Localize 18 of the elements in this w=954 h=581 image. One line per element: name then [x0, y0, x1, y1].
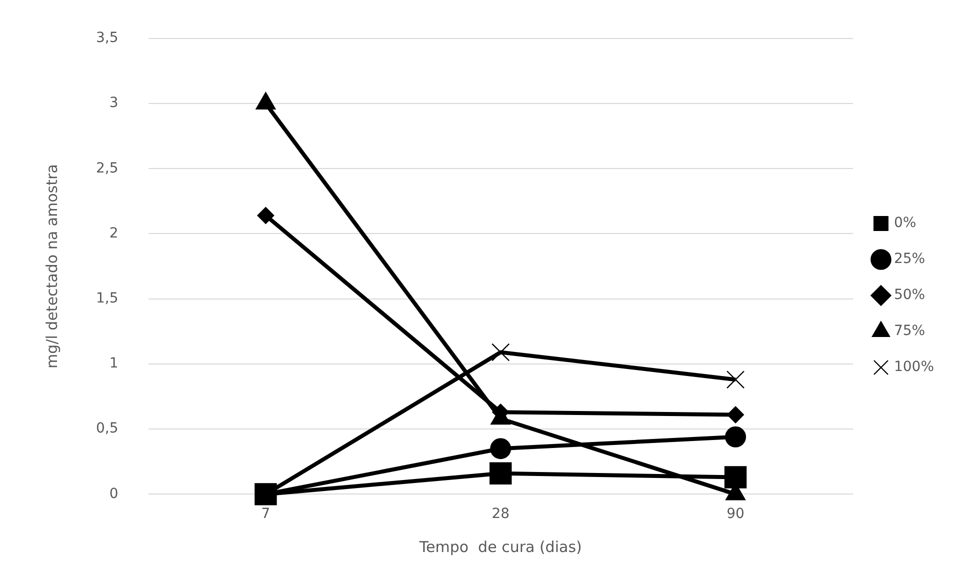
legend-label: 50% — [894, 287, 926, 304]
legend-label: 0% — [894, 215, 916, 232]
legend-label: 75% — [894, 323, 926, 340]
y-tick-label: 3 — [109, 95, 118, 112]
legend-label: 100% — [894, 359, 934, 376]
y-tick-label: 0,5 — [96, 420, 118, 437]
y-tick-label: 2 — [109, 225, 118, 242]
y-axis-title: mg/l detectado na amostra — [42, 164, 61, 368]
x-tick-label: 7 — [261, 506, 270, 522]
x-tick-label: 90 — [726, 506, 744, 522]
x-tick-label: 28 — [492, 506, 510, 522]
y-tick-label: 2,5 — [96, 160, 118, 176]
y-tick-label: 1,5 — [96, 290, 118, 306]
x-axis-title: Tempo de cura (dias) — [418, 538, 582, 556]
y-tick-label: 1 — [109, 356, 118, 372]
y-tick-label: 3,5 — [96, 30, 118, 46]
legend-label: 25% — [894, 251, 926, 268]
y-tick-label: 0 — [109, 486, 118, 502]
